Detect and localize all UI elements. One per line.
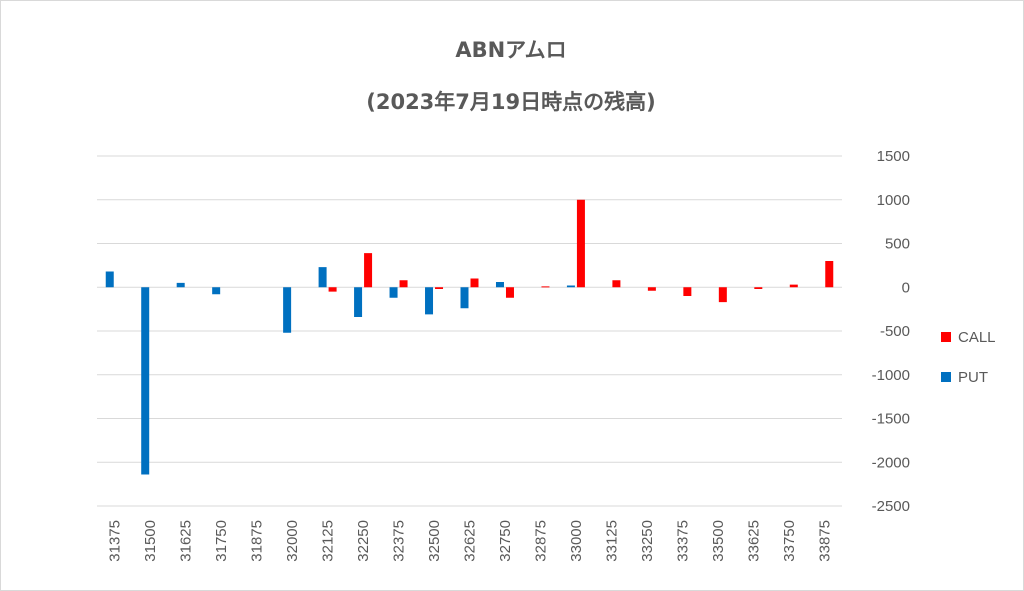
bar-call-33000 (576, 199, 585, 288)
bar-put-32625 (460, 287, 469, 309)
bar-put-32000 (283, 287, 292, 333)
bar-call-32250 (364, 253, 373, 288)
bar-put-32500 (425, 287, 434, 315)
bar-call-32625 (470, 278, 479, 288)
y-tick-label: 1500 (877, 148, 910, 165)
legend: CALL PUT (941, 329, 996, 386)
bar-call-33375 (683, 287, 692, 296)
bar-call-32125 (328, 287, 337, 292)
bar-call-32500 (435, 287, 444, 289)
x-tick-label: 32750 (497, 520, 514, 562)
bar-put-33000 (566, 285, 575, 288)
y-tick-label: -2500 (872, 498, 910, 515)
legend-label-call: CALL (958, 329, 996, 346)
legend-swatch-call (941, 332, 951, 342)
bar-call-33625 (754, 287, 763, 289)
bar-call-32375 (399, 280, 408, 288)
bar-put-31750 (212, 287, 221, 295)
bar-put-31625 (176, 282, 185, 288)
y-axis-ticks: 1500 1000 500 0 -500 -1000 -1500 -2000 -2500 (872, 148, 910, 515)
y-tick-label: -500 (880, 323, 910, 340)
bar-put-31500 (141, 287, 150, 475)
y-tick-label: 500 (885, 236, 910, 253)
x-axis-ticks: 31375 31500 31625 31750 31875 32000 32125 32250… (107, 520, 834, 562)
x-tick-label: 31625 (178, 520, 195, 562)
x-tick-label: 33250 (639, 520, 656, 562)
y-tick-label: -1500 (872, 411, 910, 428)
y-tick-label: -1000 (872, 367, 910, 384)
x-tick-label: 32625 (462, 520, 479, 562)
x-tick-label: 32500 (426, 520, 443, 562)
bar-call-32750 (505, 287, 514, 298)
y-tick-label: 1000 (877, 192, 910, 209)
x-tick-label: 31500 (142, 520, 159, 562)
legend-swatch-put (941, 372, 951, 382)
y-tick-label: 0 (902, 279, 910, 296)
x-tick-label: 33375 (674, 520, 691, 562)
x-tick-label: 31375 (107, 520, 124, 562)
x-tick-label: 32000 (284, 520, 301, 562)
bar-put-32250 (354, 287, 363, 317)
gridlines (97, 155, 842, 507)
x-tick-label: 33500 (710, 520, 727, 562)
chart-title: ABNアムロ (455, 38, 567, 62)
x-tick-label: 32250 (355, 520, 372, 562)
x-tick-label: 32125 (320, 520, 337, 562)
x-tick-label: 31875 (249, 520, 266, 562)
bars (105, 199, 834, 475)
bar-call-32875 (541, 286, 550, 288)
x-tick-label: 33750 (781, 520, 798, 562)
x-tick-label: 33125 (603, 520, 620, 562)
bar-call-33500 (718, 287, 727, 303)
y-tick-label: -2000 (872, 454, 910, 471)
bar-call-33875 (825, 261, 834, 288)
x-tick-label: 32375 (391, 520, 408, 562)
x-tick-label: 33625 (745, 520, 762, 562)
x-tick-label: 33000 (568, 520, 585, 562)
x-tick-label: 33875 (816, 520, 833, 562)
bar-call-33125 (612, 280, 621, 288)
bar-call-33750 (789, 284, 798, 288)
bar-put-32750 (495, 282, 504, 288)
x-tick-label: 32875 (532, 520, 549, 562)
x-tick-label: 31750 (213, 520, 230, 562)
bar-call-33250 (647, 287, 656, 291)
bar-put-31375 (105, 271, 114, 288)
bar-put-32125 (318, 267, 327, 288)
bar-put-32375 (389, 287, 398, 298)
chart-subtitle: (2023年7月19日時点の残高) (366, 90, 656, 114)
legend-label-put: PUT (958, 369, 988, 386)
